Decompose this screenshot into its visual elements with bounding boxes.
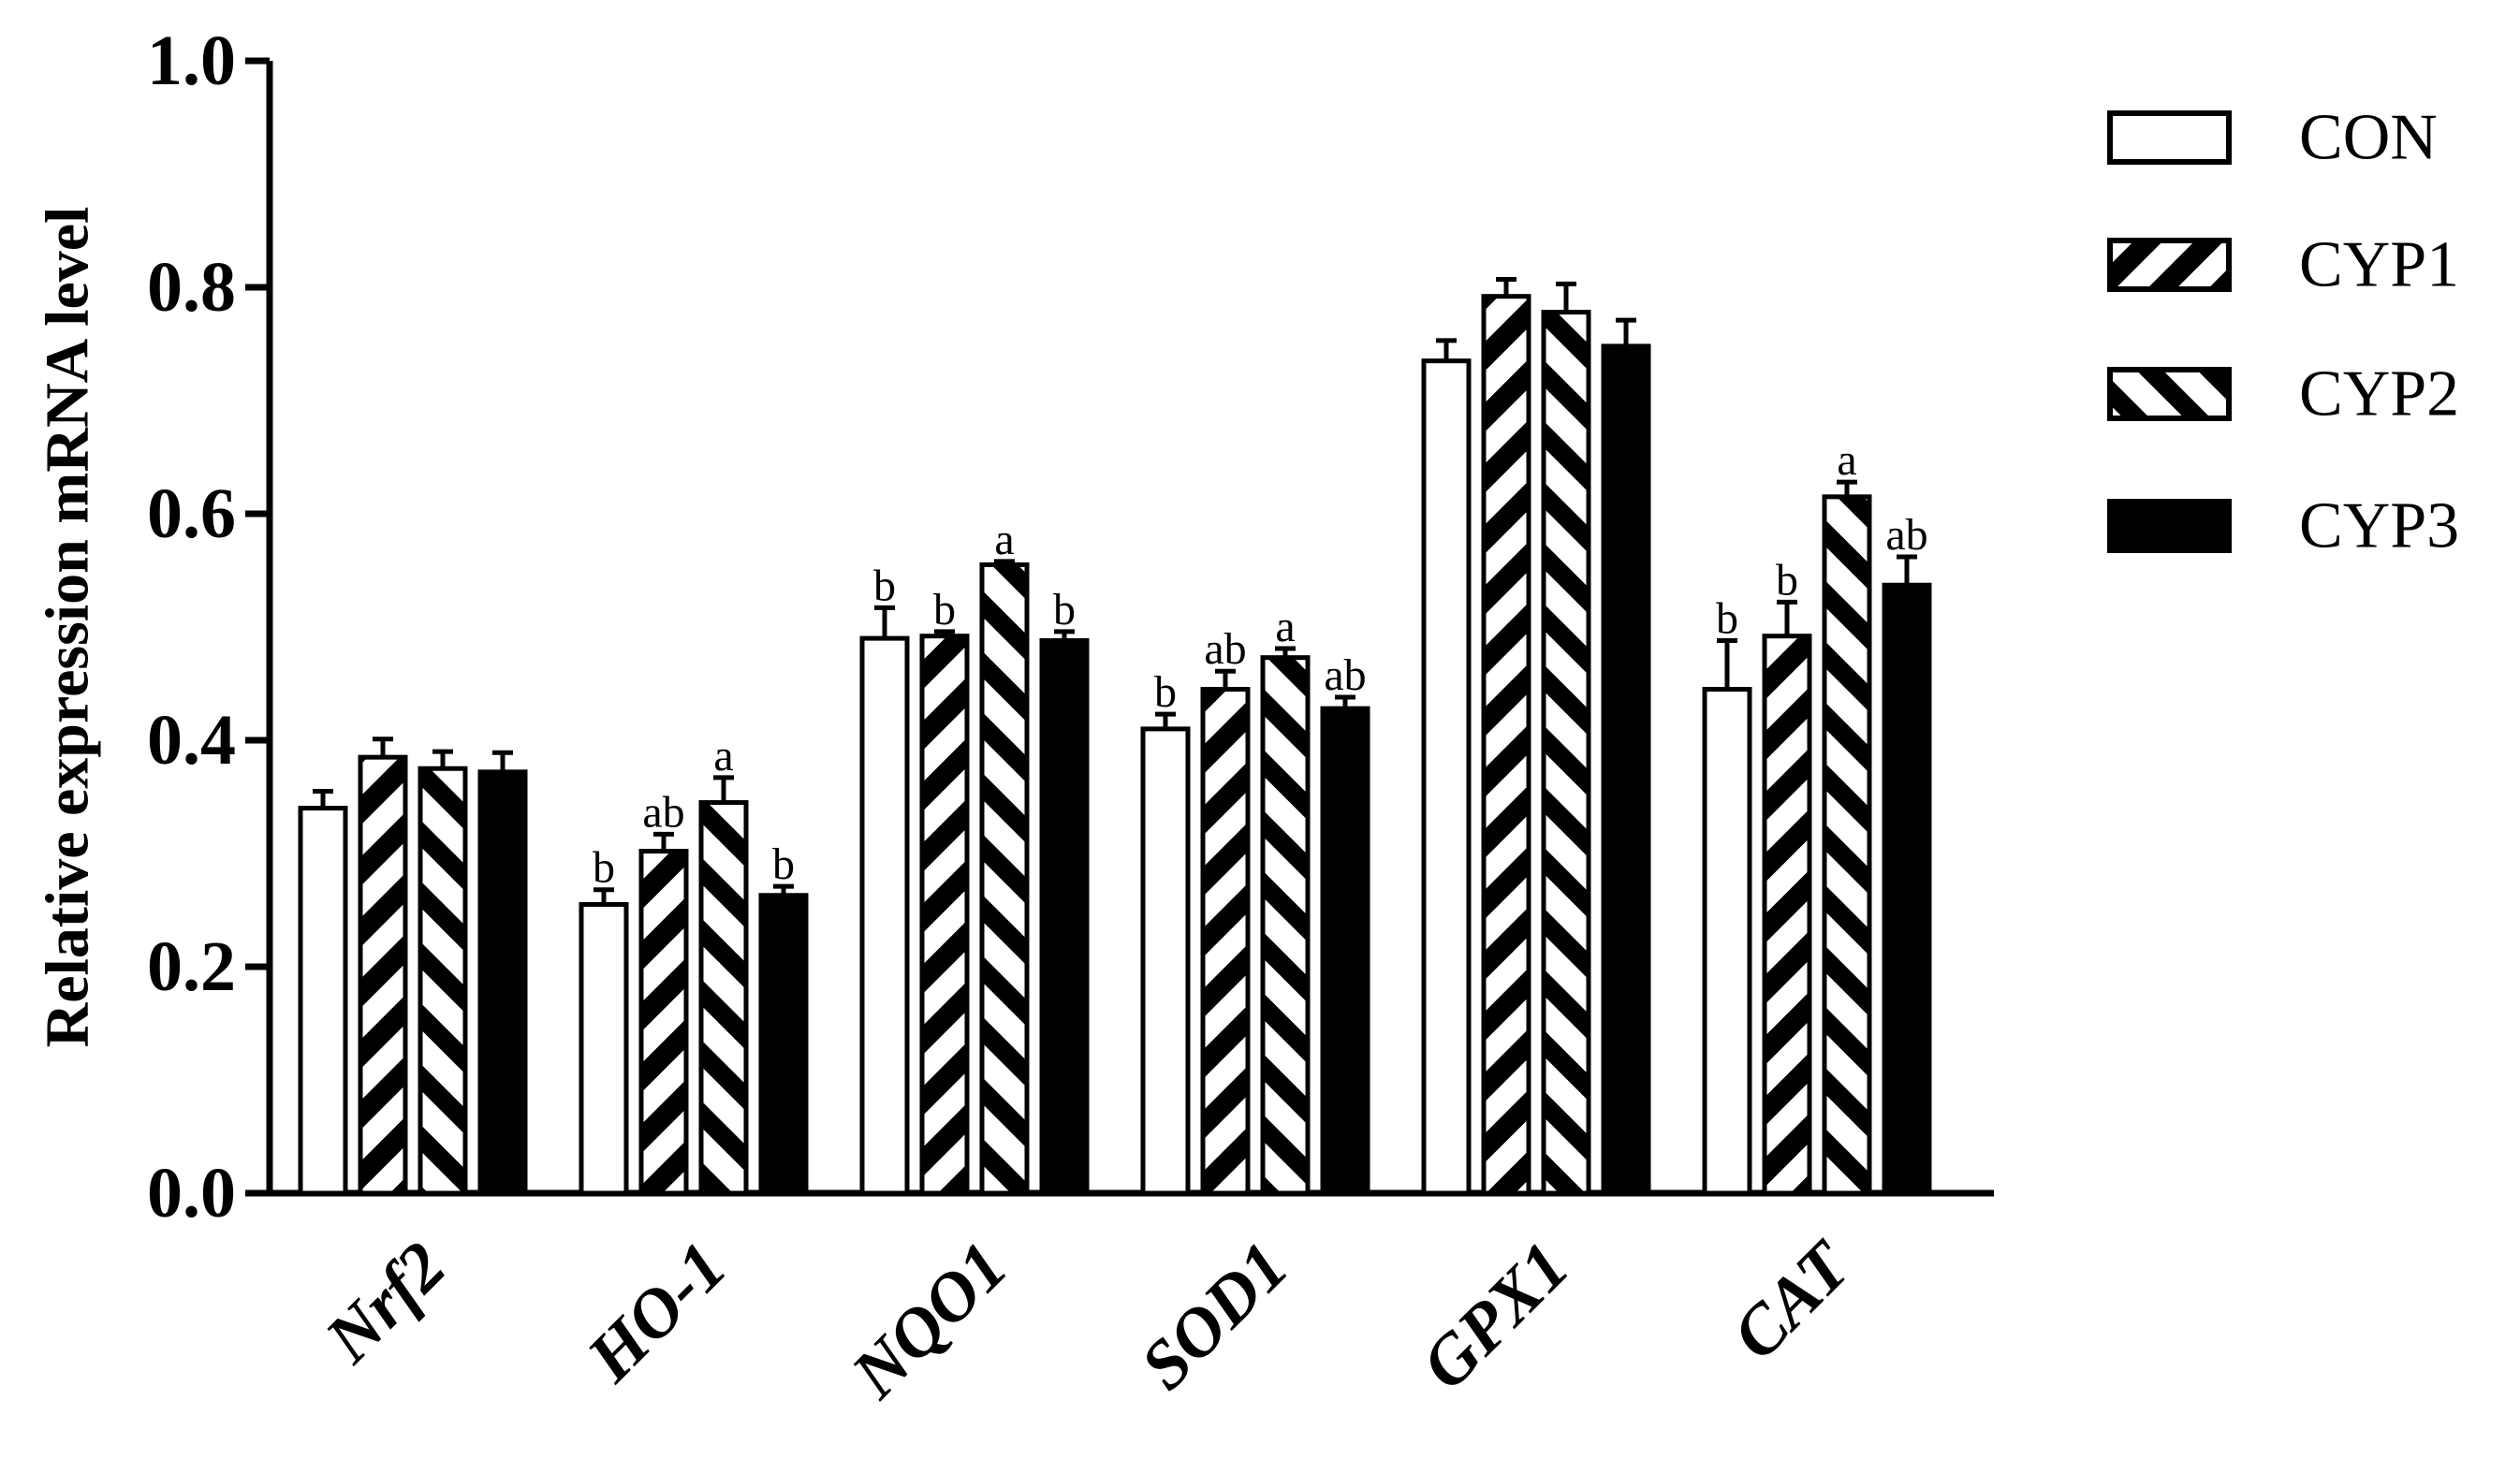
bar-cyp2-ho-1: [698, 800, 749, 1196]
bar-con-gpx1: [1421, 358, 1472, 1196]
bar-cyp3-nrf2: [477, 769, 528, 1196]
significance-label: ab: [1324, 650, 1366, 700]
legend-swatch-con: [2107, 110, 2232, 165]
bar-cyp1-sod1: [1200, 687, 1251, 1196]
bar-cyp3-nqo1: [1039, 638, 1090, 1196]
legend-label-cyp3: CYP3: [2299, 490, 2459, 562]
bar-cyp2-gpx1: [1541, 310, 1591, 1196]
bar-cyp3-ho-1: [758, 893, 809, 1196]
significance-label: b: [1053, 585, 1076, 634]
legend-label-cyp1: CYP1: [2299, 229, 2459, 301]
significance-label: ab: [642, 787, 684, 837]
significance-label: b: [1154, 667, 1177, 717]
bar-cyp2-nrf2: [418, 766, 468, 1196]
legend: CON CYP1 CYP2 CYP3: [2107, 102, 2459, 562]
significance-label: b: [1776, 555, 1798, 605]
bar-con-cat: [1702, 687, 1752, 1196]
x-tick-label: Nrf2: [311, 1228, 461, 1378]
significance-label: b: [1716, 594, 1738, 644]
legend-swatch-cyp1: [2107, 238, 2232, 292]
legend-label-con: CON: [2299, 102, 2438, 174]
significance-label: b: [933, 585, 956, 634]
x-tick-label: SOD1: [1126, 1228, 1303, 1405]
bar-con-nrf2: [298, 806, 348, 1196]
y-axis-title: Relative expression mRNA level: [34, 207, 102, 1048]
legend-swatch-cyp2: [2107, 367, 2232, 421]
bar-cyp2-sod1: [1260, 655, 1311, 1196]
x-tick-label: HO-1: [572, 1228, 741, 1397]
y-tick-label: 1.0: [147, 22, 236, 100]
bar-cyp2-cat: [1822, 494, 1872, 1196]
significance-label: a: [1837, 435, 1856, 485]
bar-cyp2-nqo1: [979, 561, 1030, 1196]
x-tick-label: CAT: [1718, 1226, 1867, 1375]
significance-label: a: [713, 731, 733, 780]
y-tick-label: 0.6: [147, 474, 236, 553]
significance-label: b: [873, 561, 896, 610]
y-tick-label: 0.2: [147, 927, 236, 1006]
legend-swatch-cyp3: [2107, 499, 2232, 553]
bar-cyp3-gpx1: [1601, 343, 1651, 1196]
y-tick-label: 0.8: [147, 248, 236, 327]
bar-cyp3-cat: [1882, 582, 1932, 1196]
legend-label-cyp2: CYP2: [2299, 358, 2459, 430]
bar-con-ho-1: [579, 901, 629, 1196]
bar-con-nqo1: [859, 635, 910, 1196]
bar-cyp1-ho-1: [638, 849, 689, 1196]
bar-cyp1-cat: [1762, 634, 1812, 1196]
y-tick-label: 0.0: [147, 1154, 236, 1232]
y-tick-label: 0.4: [147, 701, 236, 780]
significance-label: ab: [1204, 624, 1246, 674]
bar-cyp1-gpx1: [1481, 294, 1531, 1196]
bar-cyp1-nqo1: [919, 634, 970, 1196]
significance-label: a: [1275, 602, 1295, 651]
x-tick-label: GPX1: [1407, 1228, 1584, 1405]
significance-label: b: [772, 839, 795, 889]
x-tick-label: NQO1: [837, 1228, 1022, 1413]
bar-cyp1-nrf2: [358, 754, 408, 1196]
significance-label: b: [593, 843, 615, 893]
bar-cyp3-sod1: [1320, 706, 1370, 1196]
bar-con-sod1: [1140, 726, 1191, 1196]
significance-label: ab: [1885, 510, 1927, 560]
significance-label: a: [994, 515, 1014, 564]
